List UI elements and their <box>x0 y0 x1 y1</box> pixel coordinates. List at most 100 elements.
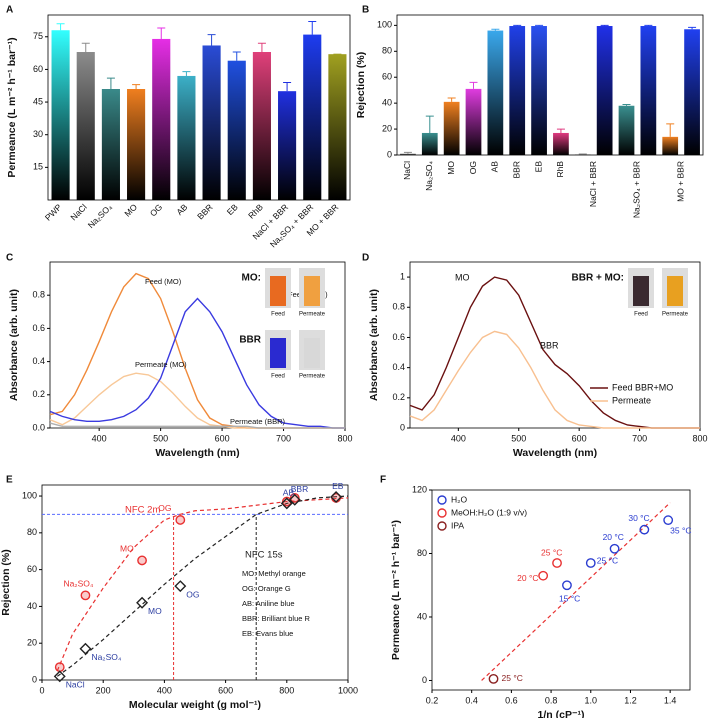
bar <box>127 89 145 200</box>
bar <box>662 137 678 155</box>
panel-label: C <box>6 253 13 264</box>
y-tick-label: 80 <box>27 527 37 537</box>
note: OG: Orange G <box>242 584 291 593</box>
error-bar <box>107 78 115 89</box>
x-tick-label: 0.2 <box>426 695 439 705</box>
error-bar <box>470 82 478 88</box>
fit-label: NFC 15s <box>245 550 283 561</box>
error-bar <box>666 124 674 137</box>
point-label: 15 °C <box>559 593 580 603</box>
x-tick-label: Na₂SO₄ + BBR <box>632 161 642 218</box>
point-label: 30 °C <box>628 513 649 523</box>
inset-caption: Permeate <box>299 312 326 318</box>
point <box>176 516 184 524</box>
x-axis-label: 1/η (cP⁻¹) <box>538 709 585 718</box>
y-tick-label: 100 <box>377 20 392 30</box>
x-tick-label: 600 <box>215 433 230 443</box>
y-tick-label: 60 <box>382 72 392 82</box>
y-tick-label: 120 <box>412 484 427 494</box>
inset-label: BBR + MO: <box>572 273 625 284</box>
bar <box>509 26 525 155</box>
point-label: Na₂SO₄ <box>91 652 121 662</box>
x-tick-label: PWP <box>43 202 64 223</box>
bar <box>303 35 321 200</box>
x-tick-label: 400 <box>451 433 466 443</box>
x-tick-label: 800 <box>279 685 294 695</box>
point-label: BBR <box>291 484 308 494</box>
x-tick-label: Na₂SO₄ <box>424 160 434 190</box>
panel-label: F <box>380 475 386 486</box>
x-tick-label: 0.6 <box>505 695 518 705</box>
x-tick-label: 800 <box>337 433 352 443</box>
point <box>664 516 672 524</box>
x-tick-label: 600 <box>572 433 587 443</box>
annotation: BBR <box>540 340 559 350</box>
legend-marker <box>438 522 446 530</box>
error-bar <box>644 25 652 26</box>
legend-label: Permeate <box>612 395 651 405</box>
y-tick-label: 80 <box>417 548 427 558</box>
point-label: 25 °C <box>502 673 523 683</box>
x-tick-label: 600 <box>218 685 233 695</box>
bar <box>553 133 569 155</box>
y-tick-label: 0.8 <box>32 290 45 300</box>
fit-line <box>482 503 671 681</box>
error-bar <box>208 35 216 46</box>
bar <box>422 133 438 155</box>
x-tick-label: 200 <box>96 685 111 695</box>
y-tick-label: 80 <box>382 46 392 56</box>
x-tick-label: 1.0 <box>585 695 598 705</box>
point <box>137 598 147 608</box>
point <box>489 675 497 683</box>
y-tick-label: 0.4 <box>32 356 45 366</box>
x-tick-label: NaCl + BBR <box>588 161 598 207</box>
y-axis-label: Absorbance (arb. unit) <box>368 289 380 401</box>
y-axis-label: Rejection (%) <box>355 52 367 119</box>
error-bar <box>623 104 631 105</box>
error-bar <box>535 25 543 26</box>
inset-caption: Feed <box>634 312 648 318</box>
x-tick-label: 500 <box>153 433 168 443</box>
x-tick-label: 0 <box>39 685 44 695</box>
x-tick-label: MO <box>122 202 139 219</box>
error-bar <box>233 52 241 61</box>
x-tick-label: OG <box>148 202 164 218</box>
cuvette-liquid <box>667 276 683 306</box>
point <box>81 591 89 599</box>
panel-label: A <box>6 5 13 16</box>
y-tick-label: 60 <box>27 564 37 574</box>
x-tick-label: MO <box>446 161 456 175</box>
point-label: 35 °C <box>670 525 691 535</box>
x-tick-label: OG <box>468 161 478 174</box>
bar <box>253 52 271 200</box>
error-bar <box>157 28 165 39</box>
point-label: 25 °C <box>541 547 562 557</box>
bar <box>597 26 613 155</box>
point <box>175 581 185 591</box>
cuvette-liquid <box>270 276 286 306</box>
y-axis-label: Permeance (L m⁻² h⁻¹ bar⁻¹) <box>390 520 402 660</box>
point-label: 20 °C <box>517 573 538 583</box>
error-bar <box>513 25 521 26</box>
error-bar <box>283 82 291 91</box>
y-tick-label: 30 <box>33 129 43 139</box>
x-tick-label: 700 <box>632 433 647 443</box>
x-tick-label: RhB <box>555 161 565 178</box>
inset-caption: Permeate <box>662 312 689 318</box>
inset-label: MO: <box>242 273 261 284</box>
bar <box>640 26 656 155</box>
error-bar <box>132 85 140 89</box>
legend-marker <box>438 509 446 517</box>
plot-frame <box>397 15 703 155</box>
point <box>610 545 618 553</box>
y-tick-label: 40 <box>417 611 427 621</box>
x-tick-label: 1.2 <box>624 695 637 705</box>
x-tick-label: 800 <box>692 433 707 443</box>
spectrum-line <box>410 277 700 428</box>
x-tick-label: RhB <box>246 202 265 221</box>
y-tick-label: 40 <box>382 98 392 108</box>
annotation: MO <box>455 272 470 282</box>
bar <box>228 61 246 200</box>
point <box>553 559 561 567</box>
x-tick-label: 0.8 <box>545 695 558 705</box>
